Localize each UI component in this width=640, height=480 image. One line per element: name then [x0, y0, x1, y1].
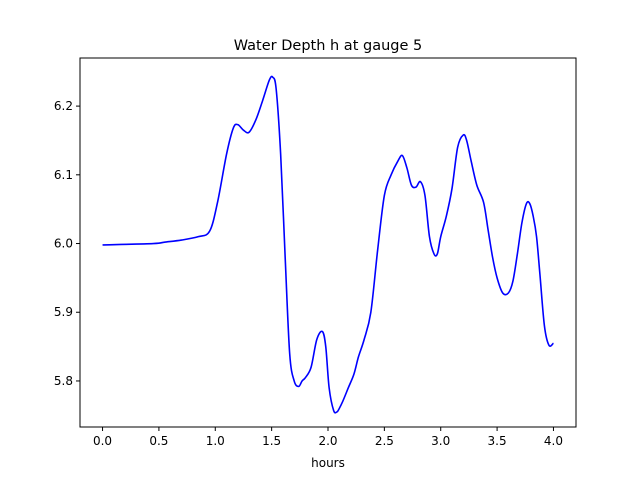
- x-tick-label: 1.0: [206, 434, 225, 448]
- x-tick-label: 3.0: [431, 434, 450, 448]
- y-tick-label: 5.9: [54, 305, 73, 319]
- x-tick-label: 2.5: [375, 434, 394, 448]
- x-tick-label: 1.5: [262, 434, 281, 448]
- series-layer: [102, 75, 554, 414]
- x-tick-label: 2.0: [318, 434, 337, 448]
- y-tick-label: 5.8: [54, 374, 73, 388]
- y-tick-label: 6.0: [54, 237, 73, 251]
- series-line: [102, 75, 554, 414]
- chart-title: Water Depth h at gauge 5: [234, 38, 422, 54]
- y-tick-label: 6.2: [54, 99, 73, 113]
- plot-frame: [79, 57, 577, 428]
- y-tick-label: 6.1: [54, 168, 73, 182]
- y-axis: 5.8 5.9 6.0 6.1 6.2: [54, 99, 80, 388]
- x-tick-label: 0.5: [149, 434, 168, 448]
- x-tick-label: 3.5: [488, 434, 507, 448]
- x-tick-label: 4.0: [544, 434, 563, 448]
- x-axis: 0.0 0.5 1.0 1.5 2.0 2.5 3.0 3.5 4.0: [93, 427, 563, 448]
- x-axis-label: hours: [311, 456, 345, 470]
- x-tick-label: 0.0: [93, 434, 112, 448]
